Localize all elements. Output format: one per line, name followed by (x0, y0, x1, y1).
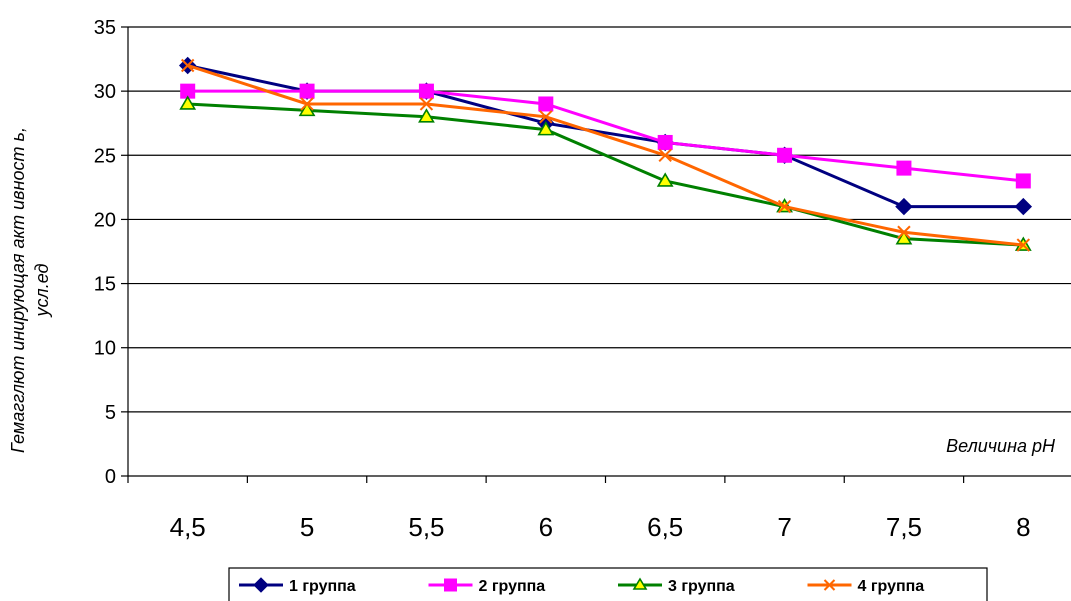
legend-item: 2 группа (428, 578, 546, 595)
y-tick-label: 10 (94, 338, 116, 360)
marker-stroke (180, 58, 195, 73)
legend-item: 3 группа (618, 577, 735, 595)
legend-item: 4 группа (807, 578, 925, 595)
y-axis-label-line2: усл.ед (32, 264, 52, 319)
axes: 0 5 10 15 20 25 30 35 4,5 5 5,5 6 6,5 7 7,5 8 (94, 17, 1071, 542)
marker-stroke (777, 199, 792, 214)
legend-marker (632, 577, 648, 590)
data-point (1014, 197, 1033, 216)
data-point (895, 197, 913, 216)
x-tick-label: 7,5 (886, 512, 922, 542)
x-tick-label: 6,5 (647, 512, 683, 542)
x-tick-label: 4,5 (170, 512, 206, 542)
series-line (187, 89, 1024, 183)
legend-item: 1 группа (239, 577, 356, 595)
x-tick-label: 7 (777, 512, 791, 542)
data-point (537, 121, 555, 136)
series-line (187, 102, 1024, 247)
data-point (538, 96, 554, 112)
data-point (897, 225, 911, 239)
y-tick-label: 20 (94, 209, 116, 231)
y-tick-label: 0 (105, 466, 116, 488)
data-point (300, 97, 314, 111)
data-point (896, 160, 912, 176)
legend: 1 группа 2 группа 3 группа 4 группа (228, 567, 988, 601)
data-point (1015, 173, 1031, 189)
marker-stroke (300, 97, 314, 111)
data-point (1016, 238, 1031, 252)
data-point (777, 199, 792, 214)
data-point (418, 83, 434, 99)
y-axis-label-line1: Гемагглют инирующая акт ивност ь, (8, 127, 28, 453)
data-point (299, 83, 315, 99)
data-point (658, 148, 672, 162)
legend-marker (253, 577, 269, 593)
legend-label: 2 группа (479, 578, 546, 595)
data-point (656, 172, 674, 187)
legend-label: 4 группа (858, 578, 925, 595)
data-point (179, 95, 197, 110)
marker-stroke (419, 97, 434, 111)
data-point (419, 97, 434, 111)
marker-stroke (658, 148, 672, 162)
legend-marker (823, 579, 836, 591)
marker-stroke (1016, 238, 1031, 252)
y-tick-label: 35 (94, 17, 116, 39)
data-point (657, 134, 673, 150)
y-tick-label: 15 (94, 274, 116, 296)
x-tick-label: 5,5 (408, 512, 444, 542)
data-point (418, 108, 435, 123)
marker-stroke (897, 225, 911, 239)
data-point (180, 58, 195, 73)
data-point (539, 110, 553, 124)
y-tick-label: 5 (105, 402, 116, 424)
data-series (178, 56, 1033, 252)
data-point (777, 147, 793, 163)
grid-lines (128, 26, 1071, 413)
legend-marker (444, 578, 457, 592)
legend-box (228, 567, 988, 601)
x-tick-label: 5 (300, 512, 314, 542)
x-tick-label: 8 (1016, 512, 1030, 542)
marker-stroke (539, 110, 553, 124)
series-4 (180, 58, 1031, 252)
legend-label: 3 группа (668, 578, 735, 595)
x-axis-label: Величина pH (946, 436, 1056, 456)
legend-label: 1 группа (289, 578, 356, 595)
series-line (187, 64, 1024, 247)
y-tick-label: 25 (94, 145, 116, 167)
y-tick-label: 30 (94, 81, 116, 103)
data-point (298, 101, 316, 117)
data-point (895, 230, 913, 245)
y-axis-label: Гемагглют инирующая акт ивност ь, усл.ед (8, 127, 52, 453)
x-tick-label: 6 (539, 512, 553, 542)
marker-stroke (823, 579, 836, 591)
